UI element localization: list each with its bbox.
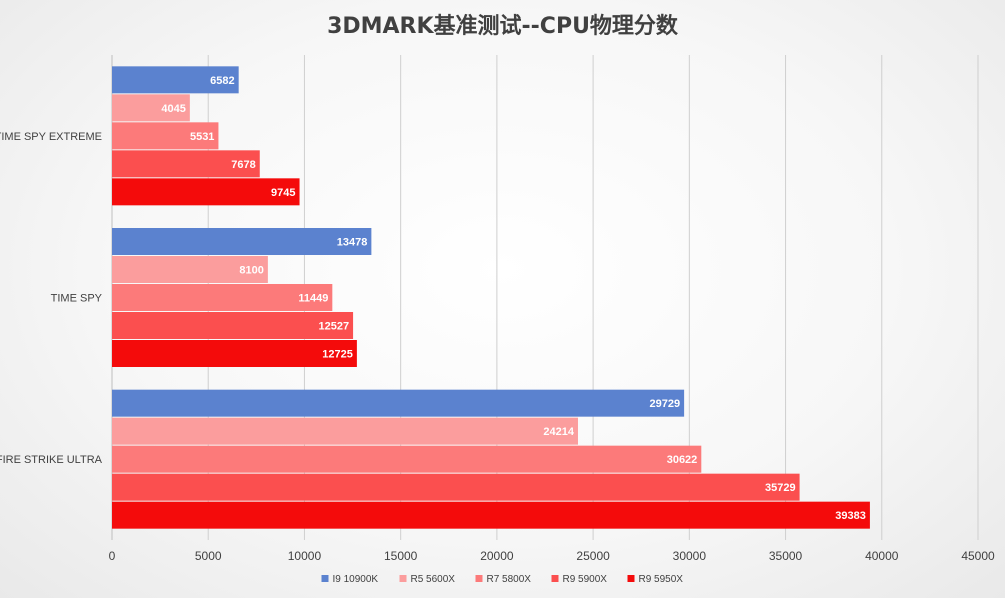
legend-item: R7 5800X xyxy=(475,574,532,585)
bar xyxy=(112,340,357,367)
data-label: 11449 xyxy=(298,293,328,305)
bar xyxy=(112,312,354,339)
x-tick-label: 5000 xyxy=(195,549,222,563)
data-label: 12725 xyxy=(322,349,353,361)
bar xyxy=(112,389,685,417)
bar xyxy=(112,66,239,94)
data-label: 5531 xyxy=(190,131,214,143)
data-label: 6582 xyxy=(210,75,234,87)
legend-item: I9 10900K xyxy=(321,574,379,585)
data-label: 7678 xyxy=(231,159,255,171)
legend-item: R9 5900X xyxy=(551,574,608,585)
x-tick-label: 20000 xyxy=(480,549,514,563)
x-tick-label: 0 xyxy=(109,549,116,563)
legend-swatch xyxy=(399,575,407,582)
data-label: 4045 xyxy=(161,103,185,115)
x-tick-label: 35000 xyxy=(769,549,803,563)
data-label: 24214 xyxy=(543,426,574,438)
bar xyxy=(112,501,870,529)
bar xyxy=(112,178,300,206)
chart-title: 3DMARK基准测试--CPU物理分数 xyxy=(327,14,678,39)
bar xyxy=(112,473,800,501)
x-tick-label: 25000 xyxy=(576,549,610,563)
data-label: 8100 xyxy=(239,265,263,277)
bar xyxy=(112,284,333,311)
category-label: TIME SPY EXTREME xyxy=(0,131,102,143)
x-tick-label: 40000 xyxy=(865,549,899,563)
legend-label: R5 5600X xyxy=(411,574,456,585)
legend-label: I9 10900K xyxy=(333,574,379,585)
category-label: TIME SPY xyxy=(51,293,103,305)
legend-label: R9 5950X xyxy=(639,574,684,585)
bar xyxy=(112,256,268,283)
x-tick-label: 45000 xyxy=(961,549,995,563)
category-label: FIRE STRIKE ULTRA xyxy=(0,454,103,466)
x-tick-label: 15000 xyxy=(384,549,418,563)
legend-swatch xyxy=(321,575,329,582)
bar xyxy=(112,445,702,473)
legend-swatch xyxy=(551,575,559,582)
data-label: 29729 xyxy=(650,398,681,410)
data-label: 12527 xyxy=(318,321,349,333)
bar xyxy=(112,122,219,150)
bar xyxy=(112,150,260,178)
x-tick-label: 10000 xyxy=(288,549,322,563)
data-label: 30622 xyxy=(667,454,698,466)
legend-label: R7 5800X xyxy=(487,574,532,585)
data-label: 9745 xyxy=(271,187,295,199)
bar xyxy=(112,94,190,122)
data-label: 35729 xyxy=(765,482,796,494)
data-label: 13478 xyxy=(337,237,368,249)
bar xyxy=(112,417,578,445)
legend-swatch xyxy=(627,575,635,582)
legend-swatch xyxy=(475,575,483,582)
x-tick-label: 30000 xyxy=(673,549,707,563)
legend-item: R5 5600X xyxy=(399,574,456,585)
data-label: 39383 xyxy=(835,510,866,522)
legend-label: R9 5900X xyxy=(563,574,608,585)
legend-item: R9 5950X xyxy=(627,574,684,585)
bar xyxy=(112,228,372,255)
